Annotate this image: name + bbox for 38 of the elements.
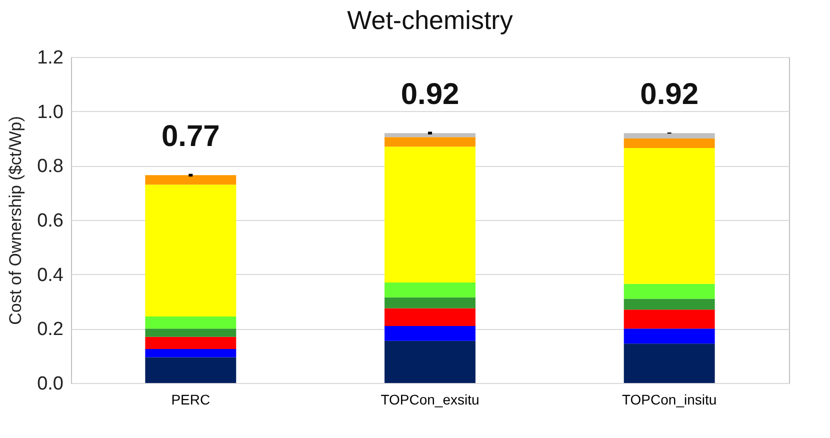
y-tick-label: 0.2 [37,319,64,340]
bar [624,344,715,383]
bar [624,298,715,310]
bar [384,308,476,326]
bar [384,340,476,383]
y-axis-title: Cost of Ownership ($ct/Wp) [6,116,26,325]
bar [384,297,476,308]
bar [384,133,476,138]
bar [145,349,236,358]
bar [384,326,476,341]
bar [624,284,715,299]
y-tick-label: 0.6 [37,210,64,232]
y-tick-label: 0.8 [37,156,64,178]
y-tick-label: 0.0 [37,374,64,394]
bar [624,148,715,284]
bar [624,133,715,138]
bar [624,310,715,329]
bar [624,328,715,344]
bar [384,146,476,282]
bar [145,175,236,185]
bar [145,328,236,337]
total-label: 0.92 [400,78,460,112]
bar [384,282,476,298]
bar [145,316,236,329]
total-label: 0.92 [640,78,699,112]
y-tick-label: 1.2 [37,48,64,68]
bar [624,138,715,148]
bar [145,184,236,316]
x-tick-label: TOPCon_insitu [622,392,717,408]
bar [145,336,236,350]
y-tick-label: 1.0 [37,102,64,123]
x-tick-label: TOPCon_exsitu [380,392,480,408]
bar [384,137,476,147]
total-label: 0.77 [161,120,220,154]
x-tick-label: PERC [171,392,210,408]
y-tick-label: 0.4 [37,264,64,286]
chart-title: Wet-chemistry [347,5,513,35]
bar [145,357,236,383]
